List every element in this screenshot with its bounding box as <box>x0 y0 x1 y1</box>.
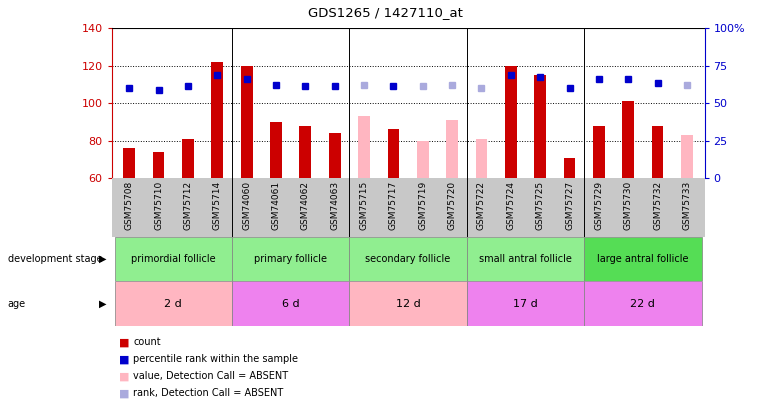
Text: ■: ■ <box>119 371 130 381</box>
Text: GSM75715: GSM75715 <box>360 181 369 230</box>
Text: 12 d: 12 d <box>396 299 420 309</box>
Bar <box>115 281 232 326</box>
Bar <box>534 75 546 178</box>
Text: GSM75722: GSM75722 <box>477 181 486 230</box>
Bar <box>417 141 429 178</box>
Text: ▶: ▶ <box>99 254 106 264</box>
Bar <box>593 126 604 178</box>
Bar <box>387 130 400 178</box>
Text: count: count <box>133 337 161 347</box>
Bar <box>241 66 253 178</box>
Text: ■: ■ <box>119 354 130 364</box>
Text: value, Detection Call = ABSENT: value, Detection Call = ABSENT <box>133 371 288 381</box>
Text: GSM75719: GSM75719 <box>418 181 427 230</box>
Bar <box>300 126 311 178</box>
Bar <box>123 148 135 178</box>
Text: GSM75732: GSM75732 <box>653 181 662 230</box>
Bar <box>564 158 575 178</box>
Text: GSM75717: GSM75717 <box>389 181 398 230</box>
Bar <box>329 133 340 178</box>
Text: GSM74061: GSM74061 <box>272 181 280 230</box>
Text: small antral follicle: small antral follicle <box>479 254 572 264</box>
Bar <box>447 120 458 178</box>
Bar <box>505 66 517 178</box>
Bar <box>622 101 634 178</box>
Bar <box>270 122 282 178</box>
Text: GSM74063: GSM74063 <box>330 181 340 230</box>
Text: GSM74062: GSM74062 <box>301 181 310 230</box>
Text: 17 d: 17 d <box>513 299 538 309</box>
Text: primary follicle: primary follicle <box>254 254 327 264</box>
Text: GSM75714: GSM75714 <box>213 181 222 230</box>
Text: 2 d: 2 d <box>165 299 182 309</box>
Text: GSM75720: GSM75720 <box>447 181 457 230</box>
Text: age: age <box>8 299 26 309</box>
Text: GSM75733: GSM75733 <box>682 181 691 230</box>
Text: GSM75725: GSM75725 <box>536 181 544 230</box>
Text: 22 d: 22 d <box>631 299 655 309</box>
Text: 6 d: 6 d <box>282 299 300 309</box>
Text: rank, Detection Call = ABSENT: rank, Detection Call = ABSENT <box>133 388 283 398</box>
Bar <box>232 281 350 326</box>
Bar <box>584 281 701 326</box>
Text: secondary follicle: secondary follicle <box>366 254 450 264</box>
Bar <box>212 62 223 178</box>
Text: large antral follicle: large antral follicle <box>598 254 688 264</box>
Text: GSM75712: GSM75712 <box>183 181 192 230</box>
Text: GSM75724: GSM75724 <box>507 181 515 230</box>
Bar <box>358 116 370 178</box>
Bar <box>681 135 693 178</box>
Bar <box>232 237 350 281</box>
Text: GDS1265 / 1427110_at: GDS1265 / 1427110_at <box>307 6 463 19</box>
Bar <box>467 237 584 281</box>
Text: development stage: development stage <box>8 254 102 264</box>
Bar <box>467 281 584 326</box>
Bar <box>350 237 467 281</box>
Text: percentile rank within the sample: percentile rank within the sample <box>133 354 298 364</box>
Text: GSM74060: GSM74060 <box>243 181 251 230</box>
Bar <box>476 139 487 178</box>
Bar <box>182 139 194 178</box>
Text: ■: ■ <box>119 388 130 398</box>
Text: ■: ■ <box>119 337 130 347</box>
Text: GSM75710: GSM75710 <box>154 181 163 230</box>
Bar <box>651 126 664 178</box>
Bar <box>584 237 701 281</box>
Bar <box>115 237 232 281</box>
Text: GSM75730: GSM75730 <box>624 181 633 230</box>
Text: GSM75727: GSM75727 <box>565 181 574 230</box>
Text: primordial follicle: primordial follicle <box>131 254 216 264</box>
Text: GSM75729: GSM75729 <box>594 181 604 230</box>
Text: ▶: ▶ <box>99 299 106 309</box>
Bar <box>350 281 467 326</box>
Bar <box>152 152 165 178</box>
Text: GSM75708: GSM75708 <box>125 181 134 230</box>
